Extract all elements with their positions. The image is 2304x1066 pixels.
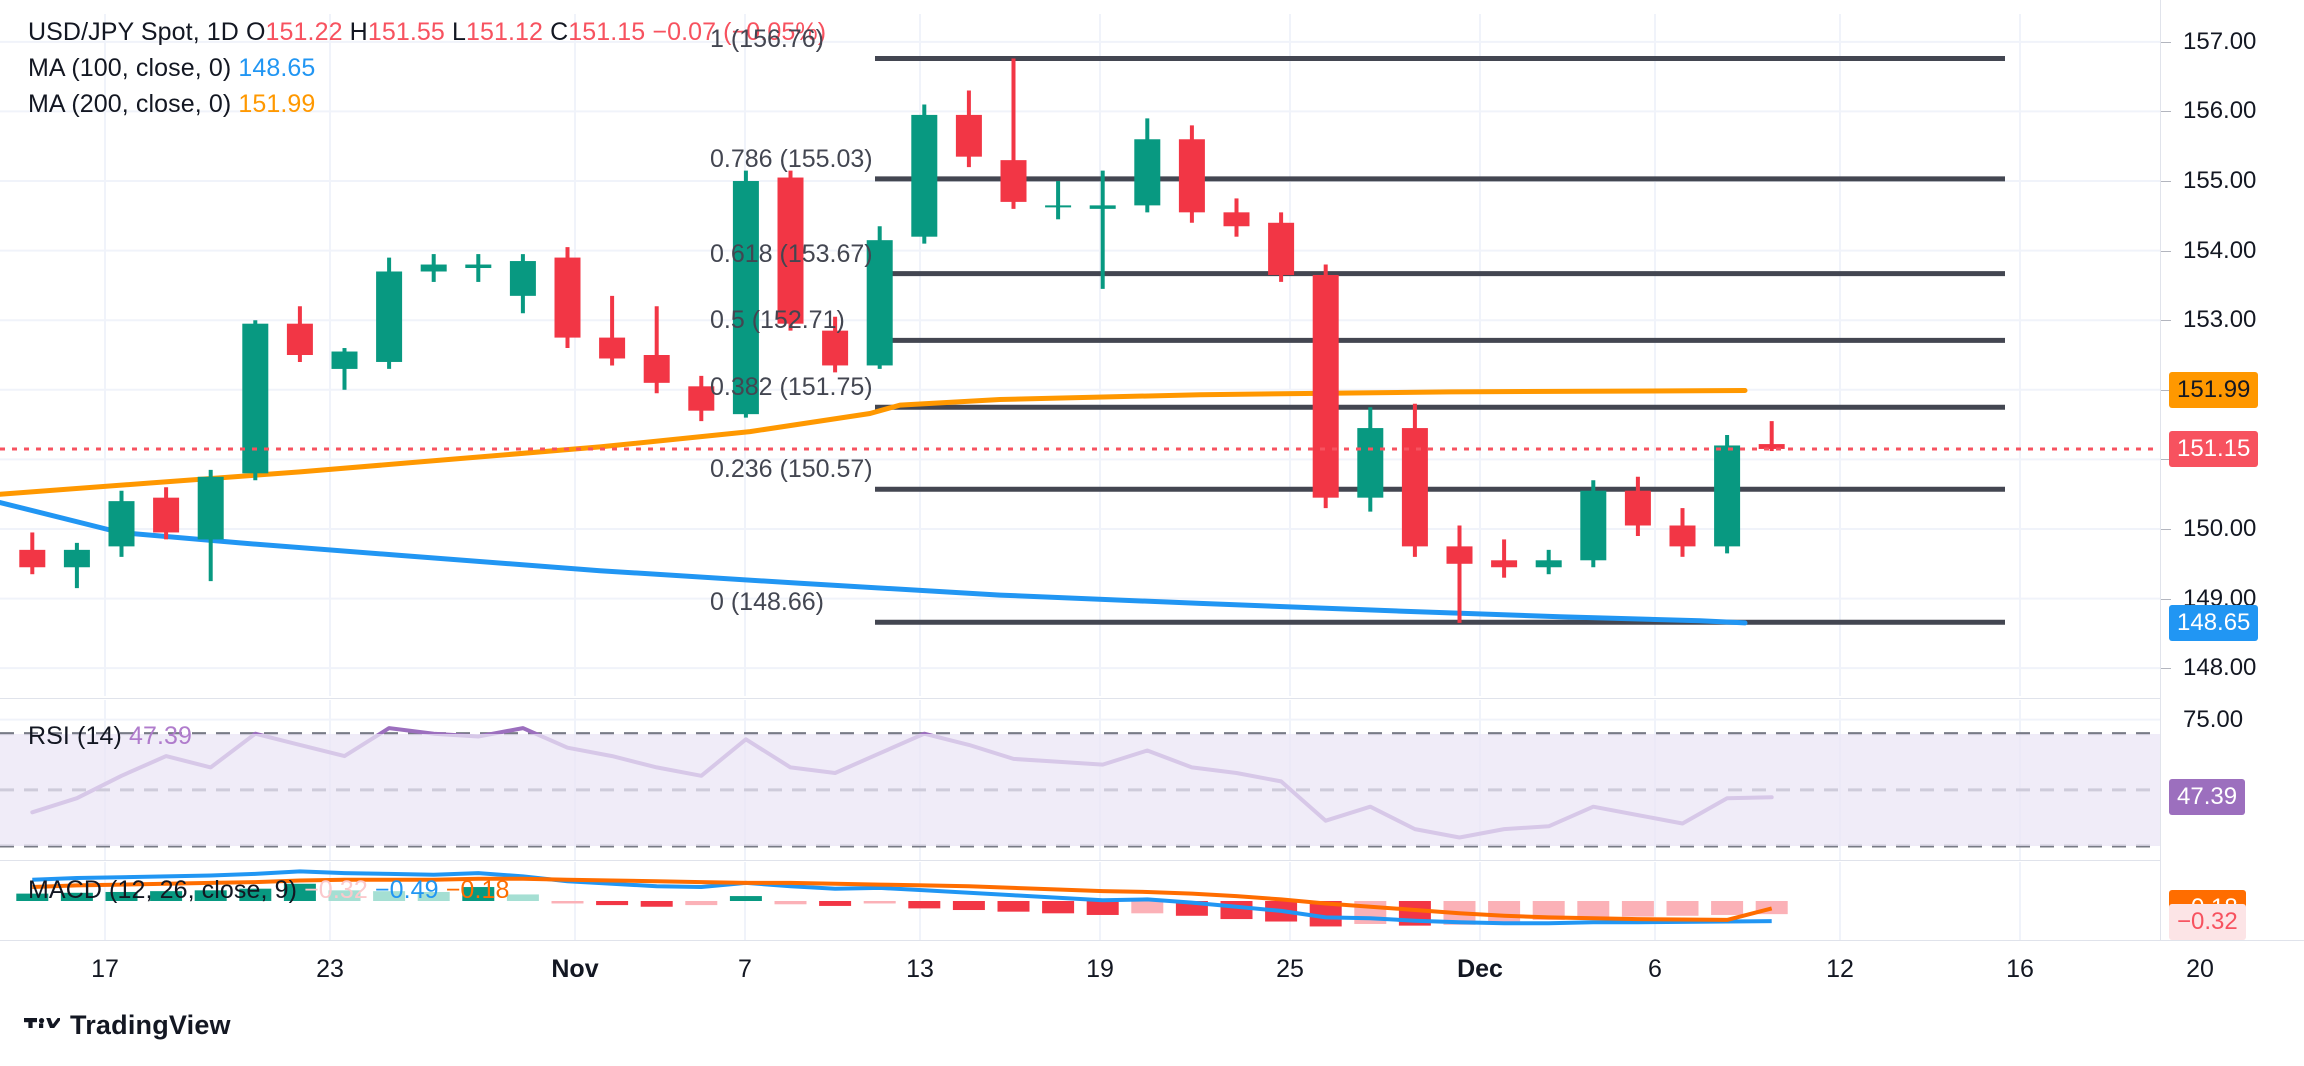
time-axis-label: 13 bbox=[906, 955, 934, 983]
macd-hist-value: −0.32 bbox=[304, 876, 368, 904]
price-axis-tick bbox=[2161, 459, 2171, 461]
ma200-legend-label: MA (200, close, 0) bbox=[28, 90, 232, 118]
ma200-legend-value: 151.99 bbox=[238, 90, 316, 118]
time-axis-label: Dec bbox=[1457, 955, 1503, 983]
time-axis-label: 25 bbox=[1276, 955, 1304, 983]
fib-level-0-label: 0 (148.66) bbox=[710, 588, 824, 617]
last-price-badge[interactable]: 151.15 bbox=[2169, 430, 2259, 467]
tradingview-logo-icon bbox=[24, 1011, 62, 1040]
high-key: H bbox=[349, 18, 368, 46]
symbol-legend: USD/JPY Spot, 1D O151.22 H151.55 L151.12… bbox=[28, 18, 826, 47]
price-axis-label: 148.00 bbox=[2183, 654, 2257, 682]
macd-pane[interactable] bbox=[0, 862, 2160, 940]
price-chart-svg bbox=[0, 14, 2160, 696]
price-axis-label: 155.00 bbox=[2183, 167, 2257, 195]
price-axis-tick bbox=[2161, 41, 2171, 43]
ma100-price-badge[interactable]: 148.65 bbox=[2169, 604, 2259, 641]
price-axis-label: 153.00 bbox=[2183, 306, 2257, 334]
fib-level-0382-label: 0.382 (151.75) bbox=[710, 373, 873, 402]
price-axis-label: 150.00 bbox=[2183, 514, 2257, 542]
price-axis-tick bbox=[2161, 668, 2171, 670]
pane-divider-macd bbox=[0, 860, 2160, 861]
price-axis-tick bbox=[2161, 528, 2171, 530]
fib-level-0236-label: 0.236 (150.57) bbox=[710, 455, 873, 484]
tradingview-wordmark: TradingView bbox=[70, 1010, 231, 1040]
pane-divider-rsi bbox=[0, 698, 2160, 699]
macd-hist-badge[interactable]: −0.32 bbox=[2169, 904, 2246, 941]
high-value: 151.55 bbox=[367, 18, 445, 46]
price-axis-tick bbox=[2161, 181, 2171, 183]
time-axis-label: 19 bbox=[1086, 955, 1114, 983]
price-axis-tick bbox=[2161, 598, 2171, 600]
price-axis-tick bbox=[2161, 250, 2171, 252]
change-value: −0.07 (−0.05%) bbox=[652, 18, 827, 46]
price-axis-tick bbox=[2161, 389, 2171, 391]
macd-legend-label: MACD (12, 26, close, 9) bbox=[28, 876, 298, 904]
ma200-price-badge[interactable]: 151.99 bbox=[2169, 372, 2259, 409]
close-value: 151.15 bbox=[568, 18, 646, 46]
price-axis[interactable]: 157.00156.00155.00154.00153.00152.00151.… bbox=[2160, 0, 2304, 941]
time-axis-label: 7 bbox=[738, 955, 752, 983]
open-key: O bbox=[246, 18, 266, 46]
price-axis-tick bbox=[2161, 111, 2171, 113]
price-axis-tick bbox=[2161, 320, 2171, 322]
fib-level-0618-label: 0.618 (153.67) bbox=[710, 239, 873, 268]
ma100-legend-value: 148.65 bbox=[238, 54, 316, 82]
rsi-band bbox=[0, 733, 2160, 846]
price-axis-label: 156.00 bbox=[2183, 97, 2257, 125]
time-axis-label: 16 bbox=[2006, 955, 2034, 983]
rsi-value-badge[interactable]: 47.39 bbox=[2169, 779, 2246, 816]
ma200-legend[interactable]: MA (200, close, 0) 151.99 bbox=[28, 90, 315, 119]
macd-line-value: −0.49 bbox=[374, 876, 439, 904]
price-axis-label: 157.00 bbox=[2183, 27, 2257, 55]
open-value: 151.22 bbox=[265, 18, 343, 46]
time-axis-label: 17 bbox=[91, 955, 119, 983]
price-axis-label: 154.00 bbox=[2183, 236, 2257, 264]
time-axis[interactable]: 17 23 Nov 7 13 19 25 Dec 6 12 16 20 bbox=[0, 940, 2304, 997]
close-key: C bbox=[550, 18, 569, 46]
time-axis-label: 23 bbox=[316, 955, 344, 983]
rsi-legend[interactable]: RSI (14) 47.39 bbox=[28, 722, 192, 751]
ma100-legend[interactable]: MA (100, close, 0) 148.65 bbox=[28, 54, 315, 83]
fib-level-1-label: 1 (156.76) bbox=[710, 24, 824, 53]
rsi-legend-value: 47.39 bbox=[128, 722, 192, 750]
low-key: L bbox=[451, 18, 466, 46]
macd-legend[interactable]: MACD (12, 26, close, 9) −0.32 −0.49 −0.1… bbox=[28, 876, 510, 905]
macd-signal-value: −0.18 bbox=[445, 876, 510, 904]
time-axis-label: Nov bbox=[551, 955, 599, 983]
fib-level-0786-label: 0.786 (155.03) bbox=[710, 144, 873, 173]
macd-chart-svg bbox=[16, 862, 2021, 940]
time-axis-label: 20 bbox=[2186, 955, 2214, 983]
time-axis-label: 6 bbox=[1648, 955, 1662, 983]
low-value: 151.12 bbox=[465, 18, 544, 46]
rsi-axis-label: 75.00 bbox=[2183, 705, 2244, 733]
ma100-legend-label: MA (100, close, 0) bbox=[28, 54, 232, 82]
tradingview-logo[interactable]: TradingView bbox=[24, 1010, 231, 1041]
fib-level-05-label: 0.5 (152.71) bbox=[710, 306, 845, 335]
price-pane[interactable] bbox=[0, 14, 2160, 696]
rsi-pane[interactable] bbox=[0, 700, 2160, 860]
time-axis-label: 12 bbox=[1826, 955, 1854, 983]
symbol-title: USD/JPY Spot, 1D bbox=[28, 18, 239, 46]
footer: TradingView bbox=[0, 996, 2304, 1066]
rsi-legend-label: RSI (14) bbox=[28, 722, 122, 750]
